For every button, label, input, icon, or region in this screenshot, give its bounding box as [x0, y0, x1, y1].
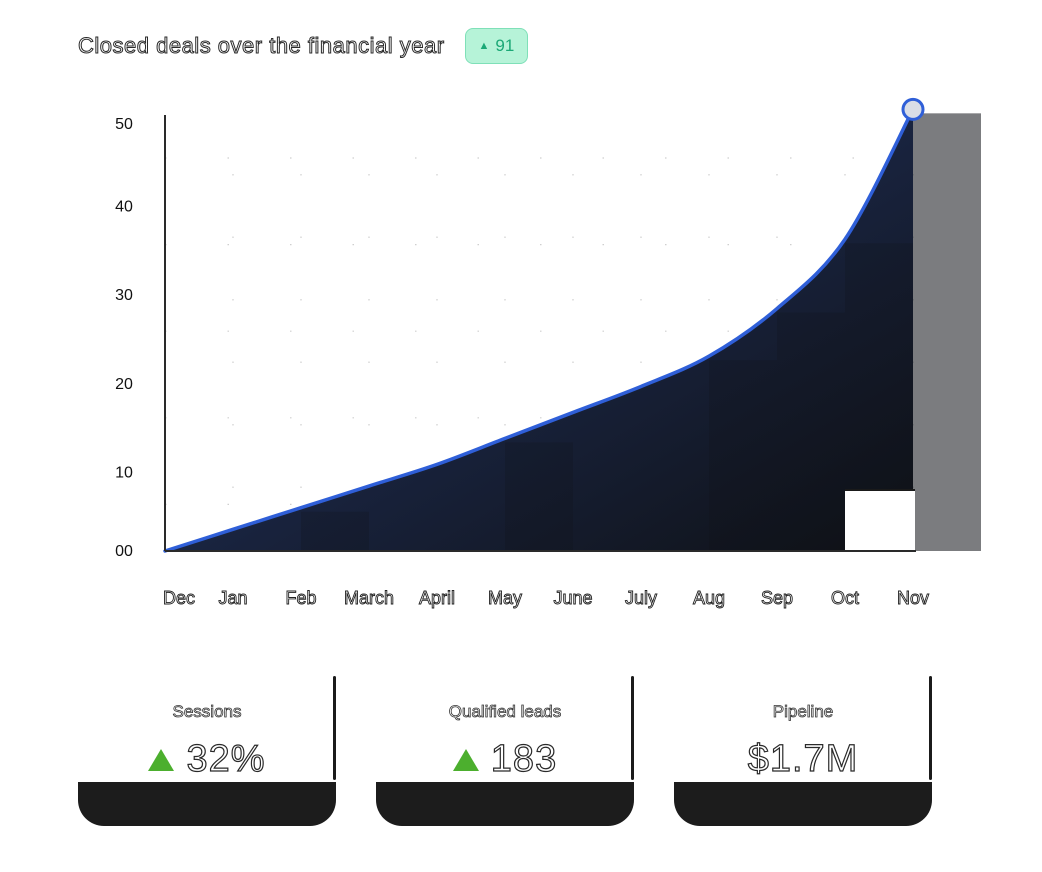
x-tick-label: Sep: [761, 588, 793, 608]
y-tick-label: 20: [115, 376, 133, 393]
triangle-up-icon: [148, 748, 175, 771]
kpi-card-qualified-leads[interactable]: Qualified leads 183: [376, 676, 634, 826]
kpi-value: 183: [490, 737, 558, 780]
kpi-label: Pipeline: [772, 702, 834, 722]
badge-value: 91: [495, 36, 515, 55]
step-bar: [913, 113, 981, 551]
x-tick-label: March: [344, 588, 394, 608]
card-edge: [631, 676, 634, 780]
card-edge: [929, 676, 932, 780]
x-tick-label: Aug: [693, 588, 725, 608]
kpi-value-row: $1.7M: [674, 737, 932, 781]
y-tick-label: 40: [115, 199, 133, 216]
triangle-up-icon: [452, 748, 479, 771]
x-tick-label: April: [419, 588, 455, 608]
x-tick-label: Dec: [163, 588, 195, 608]
x-tick-label: June: [553, 588, 592, 608]
end-point-marker: [901, 97, 925, 121]
chart-header: Closed deals over the financial year ▲ 9…: [78, 28, 529, 64]
y-tick-label: 50: [115, 116, 133, 133]
kpi-value-row: 183: [376, 737, 634, 781]
area-notch: [845, 490, 915, 552]
kpi-cards: Sessions 32% Qualified leads 183 Pipelin…: [78, 676, 932, 826]
series-line: [163, 107, 915, 553]
y-tick-label: 10: [115, 464, 133, 481]
kpi-value: $1.7M: [747, 737, 859, 780]
card-base: [78, 782, 336, 826]
y-tick-label: 30: [115, 287, 133, 304]
area-layer: [163, 97, 981, 553]
area-chart: 00 10 20 30 40 50 Dec Jan Feb March April May June Ju…: [115, 97, 981, 608]
kpi-card-pipeline[interactable]: Pipeline $1.7M: [674, 676, 932, 826]
kpi-label: Sessions: [172, 702, 242, 722]
card-base: [674, 782, 932, 826]
triangle-up-icon: ▲: [478, 40, 490, 52]
area-fill-overlay: [165, 109, 913, 551]
x-tick-label: Oct: [831, 588, 859, 608]
kpi-card-sessions[interactable]: Sessions 32%: [78, 676, 336, 826]
card-edge: [333, 676, 336, 780]
axis-layer: [164, 115, 916, 552]
card-base: [376, 782, 634, 826]
x-tick-label: May: [488, 588, 522, 608]
chart-title: Closed deals over the financial year: [78, 33, 445, 59]
x-tick-label: Nov: [897, 588, 929, 608]
trend-badge: ▲ 91: [464, 28, 529, 64]
y-tick-label: 00: [115, 543, 133, 560]
x-tick-label: Feb: [285, 588, 316, 608]
x-tick-label: Jan: [218, 588, 247, 608]
kpi-value-row: 32%: [78, 737, 336, 781]
label-layer: 00 10 20 30 40 50 Dec Jan Feb March April May June Ju…: [115, 116, 929, 608]
kpi-label: Qualified leads: [448, 702, 562, 722]
kpi-value: 32%: [186, 737, 266, 780]
x-tick-label: July: [625, 588, 657, 608]
